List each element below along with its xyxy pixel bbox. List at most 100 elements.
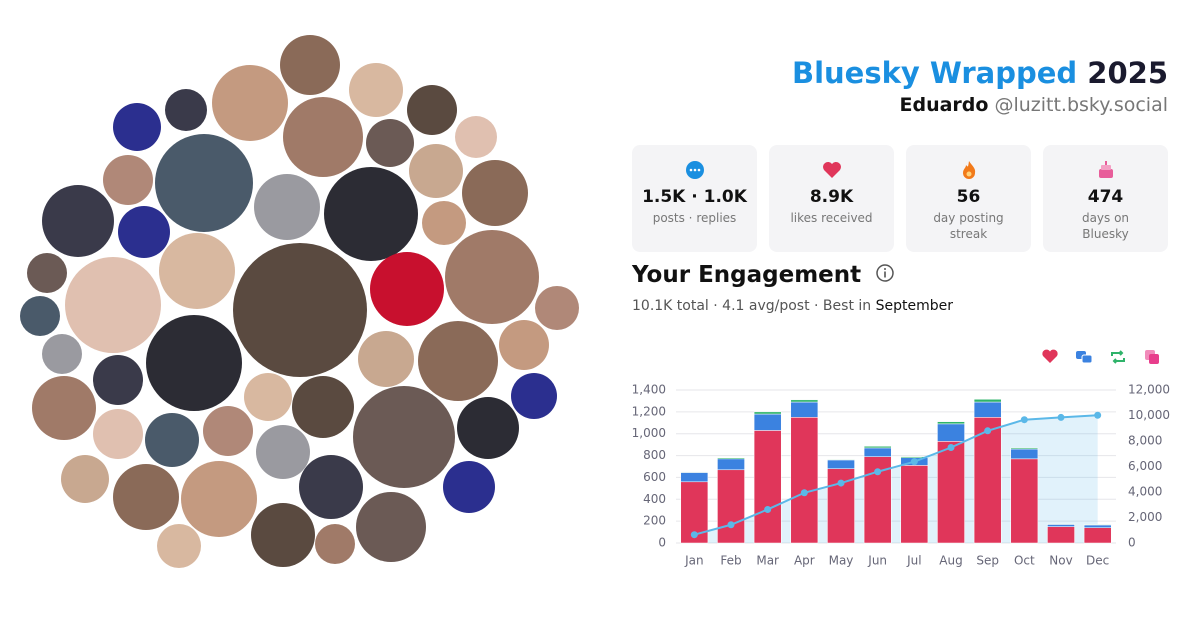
stat-value: 474: [1087, 187, 1124, 207]
bar-segment: [790, 399, 819, 403]
y2-tick-label: 2,000: [1128, 510, 1162, 524]
x-tick-label: Mar: [756, 554, 779, 568]
avatar: [233, 243, 367, 377]
legend-icon[interactable]: [1042, 349, 1058, 363]
stat-card: 56 day posting streak: [906, 145, 1031, 252]
info-icon[interactable]: [875, 263, 895, 283]
avatar: [61, 455, 109, 503]
avatar: [457, 397, 519, 459]
x-tick-label: Apr: [794, 554, 815, 568]
bar-segment: [1083, 527, 1112, 544]
x-tick-label: Nov: [1049, 554, 1072, 568]
y-tick-label: 1,400: [632, 383, 666, 397]
line-point: [1057, 413, 1065, 421]
avatar: [165, 89, 207, 131]
avatar: [181, 461, 257, 537]
stat-value: 56: [956, 187, 981, 207]
y2-tick-label: 10,000: [1128, 408, 1170, 422]
x-tick-label: Feb: [720, 554, 741, 568]
bar-segment: [900, 456, 929, 459]
bar-segment: [717, 458, 745, 471]
bar-segment: [863, 446, 892, 449]
avatar: [113, 103, 161, 151]
line-point: [690, 531, 698, 539]
bar-segment: [1010, 448, 1039, 460]
avatar: [256, 425, 310, 479]
bar-segment: [753, 411, 782, 415]
bar-segment: [680, 472, 709, 483]
bar-segment: [973, 401, 1002, 418]
bar-segment: [1047, 523, 1075, 525]
stat-value: 8.9K: [809, 187, 854, 207]
avatar: [353, 386, 455, 488]
bar-segment: [1047, 524, 1075, 527]
avatar: [42, 334, 82, 374]
bar-segment: [937, 441, 965, 544]
title: Bluesky Wrapped 2025: [792, 56, 1168, 90]
avatar-cloud: [20, 35, 579, 568]
summary-text: 10.1K total · 4.1 avg/post · Best in: [632, 298, 872, 314]
avatar: [370, 252, 444, 326]
best-month: September: [875, 298, 953, 314]
legend-icon[interactable]: [1145, 350, 1159, 364]
avatar: [358, 331, 414, 387]
bar-segment: [937, 423, 965, 442]
bar-segment: [1010, 458, 1039, 544]
avatar: [418, 321, 498, 401]
bar-segment: [863, 447, 892, 457]
bar-segment: [827, 459, 855, 461]
avatar: [445, 230, 539, 324]
bar-segment: [1083, 524, 1112, 526]
y-tick-label: 0: [658, 536, 666, 550]
y-tick-label: 1,000: [632, 426, 666, 440]
subtitle: Eduardo @luzitt.bsky.social: [900, 94, 1169, 116]
legend-icon[interactable]: [1111, 350, 1125, 364]
avatar: [103, 155, 153, 205]
bar-segment: [790, 401, 819, 418]
x-tick-label: May: [829, 554, 854, 568]
y2-tick-label: 0: [1128, 536, 1136, 550]
y2-tick-label: 6,000: [1128, 459, 1162, 473]
avatar: [280, 35, 340, 95]
x-tick-label: Jun: [867, 554, 887, 568]
stat-label: day posting streak: [933, 211, 1004, 241]
avatar: [93, 409, 143, 459]
y2-tick-label: 8,000: [1128, 434, 1162, 448]
avatar: [254, 174, 320, 240]
avatar: [212, 65, 288, 141]
x-tick-label: Aug: [939, 554, 962, 568]
bar-segment: [680, 471, 709, 473]
bar-segment: [753, 413, 782, 431]
avatar: [511, 373, 557, 419]
avatar: [157, 524, 201, 568]
avatar: [443, 461, 495, 513]
y-tick-label: 800: [643, 448, 666, 462]
line-point: [764, 505, 772, 513]
avatar: [422, 201, 466, 245]
avatar: [356, 492, 426, 562]
avatar: [203, 406, 253, 456]
bar-segment: [937, 421, 965, 425]
bar-segment: [900, 457, 929, 466]
line-point: [837, 479, 845, 487]
avatar: [292, 376, 354, 438]
y-tick-label: 400: [643, 492, 666, 506]
stat-label: posts · replies: [652, 211, 737, 225]
legend-icon[interactable]: [1076, 351, 1093, 364]
stat-label: days on Bluesky: [1081, 211, 1130, 241]
avatar: [146, 315, 242, 411]
avatar: [113, 464, 179, 530]
handle: @luzitt.bsky.social: [994, 94, 1168, 116]
bar-segment: [827, 468, 855, 544]
line-point: [984, 427, 992, 435]
stat-card: 474 days on Bluesky: [1043, 145, 1168, 252]
line-point: [1020, 416, 1028, 424]
icon: [822, 162, 841, 178]
line: [694, 414, 1098, 536]
avatar: [283, 97, 363, 177]
year: 2025: [1087, 56, 1168, 90]
stat-card: 8.9K likes received: [769, 145, 894, 252]
avatar: [409, 144, 463, 198]
avatar: [244, 373, 292, 421]
